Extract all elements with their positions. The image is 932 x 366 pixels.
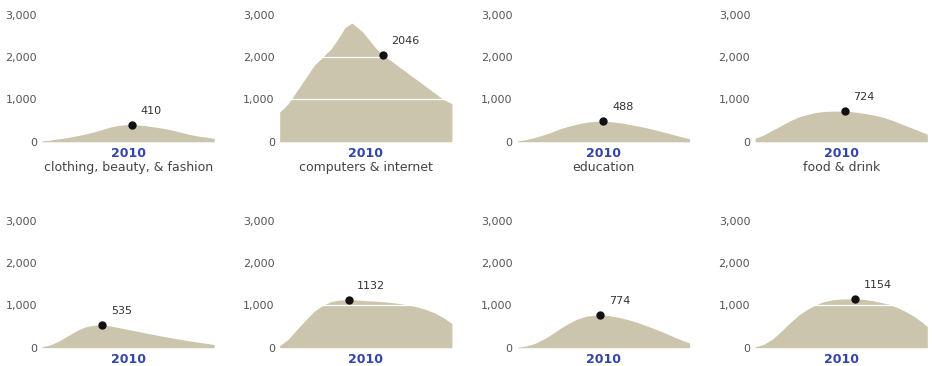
Text: 1154: 1154: [864, 280, 892, 290]
X-axis label: computers & internet: computers & internet: [299, 161, 432, 174]
Text: 410: 410: [140, 106, 161, 116]
Text: 488: 488: [612, 102, 634, 112]
Text: 2046: 2046: [391, 36, 420, 46]
Text: 535: 535: [111, 306, 131, 316]
X-axis label: education: education: [572, 161, 635, 174]
Text: 724: 724: [854, 92, 874, 102]
X-axis label: clothing, beauty, & fashion: clothing, beauty, & fashion: [44, 161, 212, 174]
Text: 1132: 1132: [357, 281, 385, 291]
X-axis label: food & drink: food & drink: [802, 161, 880, 174]
Text: 774: 774: [609, 296, 630, 306]
